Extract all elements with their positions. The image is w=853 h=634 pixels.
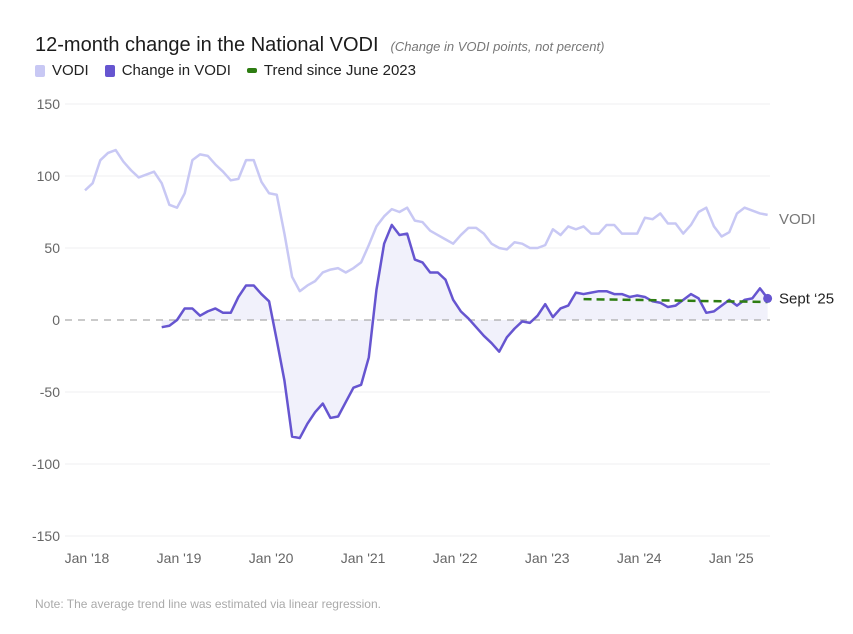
vodi-end-label: VODI <box>779 211 816 228</box>
y-tick-label: 100 <box>37 168 61 184</box>
x-tick-label: Jan '18 <box>65 550 110 566</box>
vodi-line <box>84 148 768 293</box>
change-end-label: Sept ‘25 <box>779 290 834 307</box>
chart-title: 12-month change in the National VODI (Cha… <box>35 34 604 57</box>
legend-label: VODI <box>52 62 89 79</box>
legend-swatch <box>246 68 257 73</box>
change-line <box>161 223 769 440</box>
y-tick-label: 0 <box>52 312 60 328</box>
latest-point-marker <box>763 293 773 303</box>
x-tick-label: Jan '21 <box>341 550 386 566</box>
x-tick-label: Jan '19 <box>157 550 202 566</box>
legend-label: Change in VODI <box>121 62 231 79</box>
chart-note: Note: The average trend line was estimat… <box>35 597 381 611</box>
chart-subtitle: (Change in VODI points, not percent) <box>390 39 605 54</box>
legend: VODI Change in VODI Trend since June 202… <box>35 62 416 79</box>
x-tick-label: Jan '22 <box>433 550 478 566</box>
legend-label: Trend since June 2023 <box>263 62 416 79</box>
x-tick-label: Jan '23 <box>525 550 570 566</box>
y-tick-label: 150 <box>37 96 61 112</box>
x-tick-label: Jan '25 <box>709 550 754 566</box>
x-tick-label: Jan '20 <box>249 550 294 566</box>
legend-swatch <box>104 64 115 77</box>
trend-line <box>583 297 768 304</box>
legend-item-trend: Trend since June 2023 <box>246 62 416 79</box>
legend-swatch <box>35 64 45 77</box>
x-tick-label: Jan '24 <box>617 550 662 566</box>
y-tick-label: -100 <box>32 456 60 472</box>
y-tick-label: -50 <box>40 384 60 400</box>
legend-item-vodi: VODI <box>35 62 89 79</box>
legend-item-change: Change in VODI <box>104 62 231 79</box>
y-tick-label: 50 <box>44 240 60 256</box>
title-text: 12-month change in the National VODI <box>35 34 379 56</box>
y-tick-label: -150 <box>32 528 60 544</box>
change-area-fill <box>161 224 768 439</box>
